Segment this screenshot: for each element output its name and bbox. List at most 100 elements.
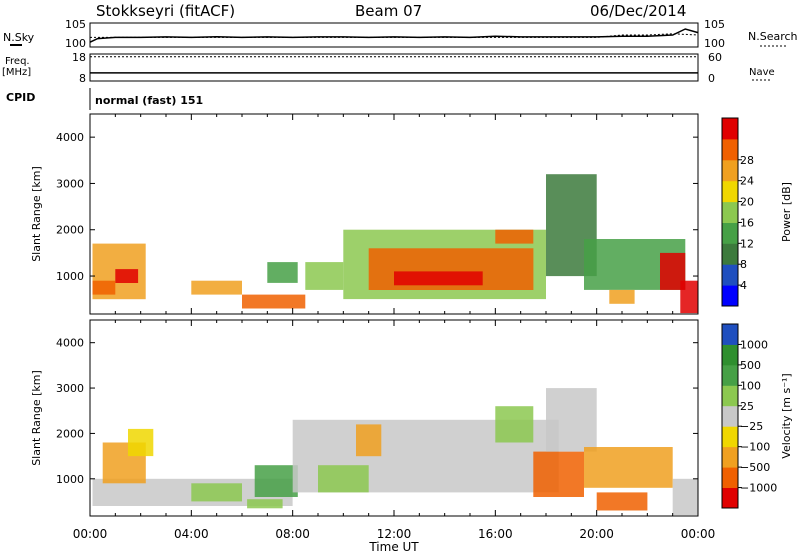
velocity-colorbar-cell <box>722 467 738 488</box>
power-y-axis-label: Slant Range [km] <box>30 166 43 262</box>
velocity-heatmap <box>92 388 698 516</box>
power-colorbar-frame <box>721 117 739 307</box>
power-y-tick-label: 2000 <box>56 224 84 237</box>
velocity-echo-region <box>191 483 242 502</box>
velocity-colorbar-tick-label: −1000 <box>740 482 777 495</box>
velocity-colorbar-tick-label: −25 <box>740 420 763 433</box>
velocity-colorbar: 1000 500 100 25 −25 −100 −500 −1000 Velocity [m … <box>721 323 793 509</box>
nsearch-label: N.Search <box>748 30 798 43</box>
power-colorbar-cell <box>722 159 738 182</box>
velocity-colorbar-cell <box>722 405 738 427</box>
noise-panel-frame <box>89 22 699 48</box>
freq-panel-frame <box>89 53 699 82</box>
velocity-y-tick-label: 4000 <box>56 337 84 350</box>
velocity-x-tick-label: 20:00 <box>579 527 614 541</box>
power-echo-region <box>242 294 306 309</box>
power-axes: 1000 2000 3000 4000 Slant Range [km] <box>30 114 699 314</box>
power-colorbar-tick-label: 12 <box>740 237 754 250</box>
nave-label: Nave <box>749 67 775 78</box>
power-y-tick-label: 3000 <box>56 177 84 190</box>
velocity-colorbar-label: Velocity [m s⁻¹] <box>780 373 793 458</box>
power-echo-region <box>115 269 139 283</box>
velocity-x-tick-label: 00:00 <box>73 527 108 541</box>
cpid-value: normal (fast) 151 <box>95 94 203 107</box>
velocity-colorbar-tick-label: 1000 <box>740 338 768 351</box>
power-colorbar-cell <box>722 285 738 307</box>
power-colorbar-tick-label: 20 <box>740 196 754 209</box>
velocity-echo-region <box>596 492 648 511</box>
velocity-y-axis-label: Slant Range [km] <box>30 370 43 466</box>
noise-right-tick-label: 105 <box>704 18 725 31</box>
noise-ticks: 105 100 105 100 <box>65 18 725 50</box>
velocity-x-axis-label: Time UT <box>368 540 419 554</box>
power-colorbar-label: Power [dB] <box>780 182 793 242</box>
power-colorbar-cell <box>722 180 738 203</box>
velocity-echo-region <box>356 424 382 457</box>
power-echo-region <box>495 229 534 244</box>
velocity-echo-region <box>495 406 534 443</box>
velocity-colorbar-tick-label: 25 <box>740 400 754 413</box>
freq-label: Freq. <box>5 56 30 67</box>
freq-ticks: 18 8 60 0 <box>72 51 722 85</box>
nsky-label: N.Sky <box>3 31 35 44</box>
power-colorbar-cell <box>722 243 738 265</box>
power-echo-region <box>394 271 483 286</box>
velocity-axes: 1000 2000 3000 4000 Slant Range [km] 00:00 04:… <box>30 320 715 554</box>
noise-left-tick-label: 100 <box>65 37 86 50</box>
noise-right-tick-label: 100 <box>704 37 725 50</box>
series-line-nsearch <box>90 33 699 38</box>
velocity-colorbar-tick-label: 100 <box>740 379 761 392</box>
velocity-echo-region <box>128 428 154 457</box>
velocity-echo-region <box>672 478 698 516</box>
freq-right-tick-label: 60 <box>708 51 722 64</box>
velocity-colorbar-cell <box>722 487 738 509</box>
freq-left-tick-label: 8 <box>79 72 86 85</box>
beam-label: Beam 07 <box>355 2 422 20</box>
velocity-y-tick-label: 3000 <box>56 382 84 395</box>
power-y-tick-label: 4000 <box>56 131 84 144</box>
power-y-tick-label: 1000 <box>56 270 84 283</box>
power-heatmap <box>92 174 698 314</box>
velocity-colorbar-cell <box>722 426 738 448</box>
velocity-colorbar-cell <box>722 385 738 407</box>
velocity-echo-region <box>254 465 298 497</box>
power-colorbar: 4 8 12 16 20 24 28 Power [dB] <box>721 117 793 307</box>
power-colorbar-cell <box>722 264 738 286</box>
velocity-x-tick-label: 00:00 <box>681 527 716 541</box>
power-echo-region <box>92 280 116 295</box>
power-colorbar-tick-label: 16 <box>740 216 754 229</box>
power-echo-region <box>680 280 698 314</box>
velocity-echo-region <box>318 465 369 493</box>
velocity-x-tick-label: 08:00 <box>275 527 310 541</box>
power-echo-region <box>609 289 635 304</box>
power-echo-region <box>267 262 298 283</box>
velocity-echo-region <box>247 499 283 509</box>
series-line-nsky <box>89 28 699 43</box>
noise-left-tick-label: 105 <box>65 18 86 31</box>
velocity-colorbar-cell <box>722 364 738 386</box>
velocity-x-tick-label: 04:00 <box>174 527 209 541</box>
velocity-colorbar-tick-label: −100 <box>740 441 770 454</box>
power-echo-region <box>305 262 344 290</box>
velocity-colorbar-frame <box>721 323 739 509</box>
power-colorbar-cell <box>722 138 738 161</box>
noise-lines <box>89 28 699 43</box>
velocity-colorbar-tick-label: 500 <box>740 359 761 372</box>
freq-lines <box>90 56 698 74</box>
freq-left-tick-label: 18 <box>72 51 86 64</box>
cpid-label: CPID <box>6 91 35 104</box>
velocity-colorbar-cell <box>722 324 738 345</box>
power-colorbar-tick-label: 8 <box>740 258 747 271</box>
velocity-y-tick-label: 2000 <box>56 427 84 440</box>
power-colorbar-cell <box>722 118 738 140</box>
velocity-colorbar-cell <box>722 344 738 366</box>
velocity-x-tick-label: 12:00 <box>377 527 412 541</box>
power-echo-region <box>191 280 242 295</box>
mhz-label: [MHz] <box>2 67 31 78</box>
velocity-echo-region <box>533 451 584 497</box>
velocity-x-tick-label: 16:00 <box>478 527 513 541</box>
power-colorbar-tick-label: 24 <box>740 175 754 188</box>
power-colorbar-cell <box>722 201 738 223</box>
power-colorbar-tick-label: 28 <box>740 154 754 167</box>
velocity-colorbar-cell <box>722 446 738 468</box>
